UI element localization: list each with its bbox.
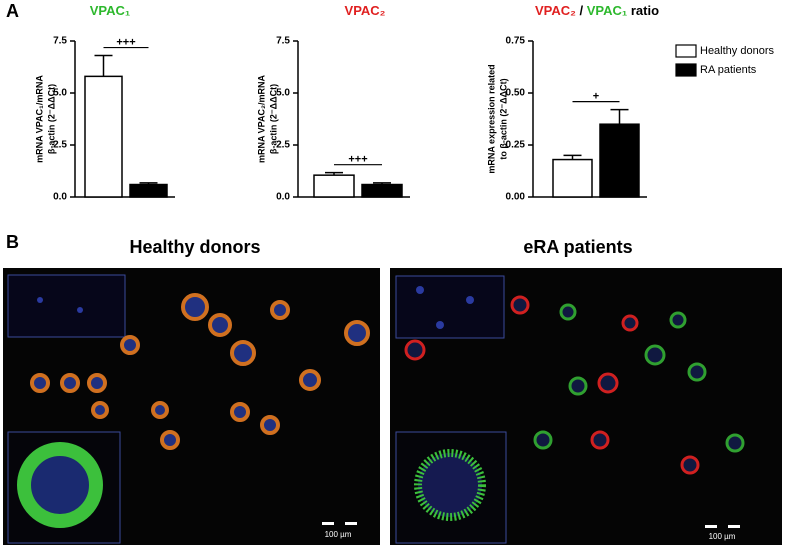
bar — [313, 174, 355, 198]
chart-title: VPAC₁ — [90, 3, 131, 18]
micrograph: 100 µm — [390, 268, 782, 545]
y-tick-label: 0.00 — [506, 192, 526, 203]
scale-bar-label: 100 µm — [709, 532, 736, 541]
legend-swatch — [675, 44, 697, 58]
panel-label: A — [6, 1, 19, 21]
significance-label: + — [593, 91, 599, 103]
y-tick-label: 2.5 — [53, 140, 67, 151]
bar — [552, 158, 593, 198]
image-title: eRA patients — [523, 237, 632, 257]
image-title: Healthy donors — [129, 237, 260, 257]
y-axis-label: mRNA VPAC₂/mRNA — [256, 75, 266, 164]
bar — [84, 75, 123, 198]
y-axis-label: to β-actin (2⁻ΔΔCt) — [498, 78, 508, 159]
y-tick-label: 7.5 — [276, 36, 290, 47]
y-tick-label: 0.0 — [53, 192, 67, 203]
title-part: VPAC₁ — [587, 3, 628, 18]
panel-label: B — [6, 232, 19, 252]
title-part: VPAC₁ — [90, 3, 131, 18]
y-tick-label: 0.75 — [506, 36, 526, 47]
y-axis-label: mRNA expression related — [486, 64, 496, 173]
y-tick-label: 7.5 — [53, 36, 67, 47]
title-part: ratio — [627, 3, 659, 18]
y-tick-label: 2.5 — [276, 140, 290, 151]
significance-label: +++ — [348, 154, 367, 166]
micrograph: 100 µm — [3, 268, 380, 545]
legend-label: RA patients — [700, 64, 757, 76]
bar — [129, 183, 168, 198]
legend-label: Healthy donors — [700, 45, 774, 57]
bar — [361, 183, 403, 198]
y-tick-label: 0.25 — [506, 140, 526, 151]
y-tick-label: 0.0 — [276, 192, 290, 203]
y-axis-label: mRNA VPAC₁/mRNA — [34, 75, 44, 163]
scale-bar-label: 100 µm — [325, 530, 352, 539]
y-axis-label: β-actin (2⁻ΔΔCt) — [268, 84, 278, 154]
bar — [599, 123, 640, 198]
title-part: VPAC₂ — [345, 3, 386, 18]
title-part: / — [576, 3, 587, 18]
y-axis-label: β-actin (2⁻ΔΔCt) — [46, 84, 56, 154]
significance-label: +++ — [116, 36, 135, 48]
y-tick-label: 0.50 — [506, 88, 526, 99]
legend-swatch — [675, 63, 697, 77]
y-tick-label: 5.0 — [276, 88, 290, 99]
chart-title: VPAC₂ / VPAC₁ ratio — [535, 3, 659, 18]
chart-title: VPAC₂ — [345, 3, 386, 18]
title-part: VPAC₂ — [535, 3, 576, 18]
y-tick-label: 5.0 — [53, 88, 67, 99]
